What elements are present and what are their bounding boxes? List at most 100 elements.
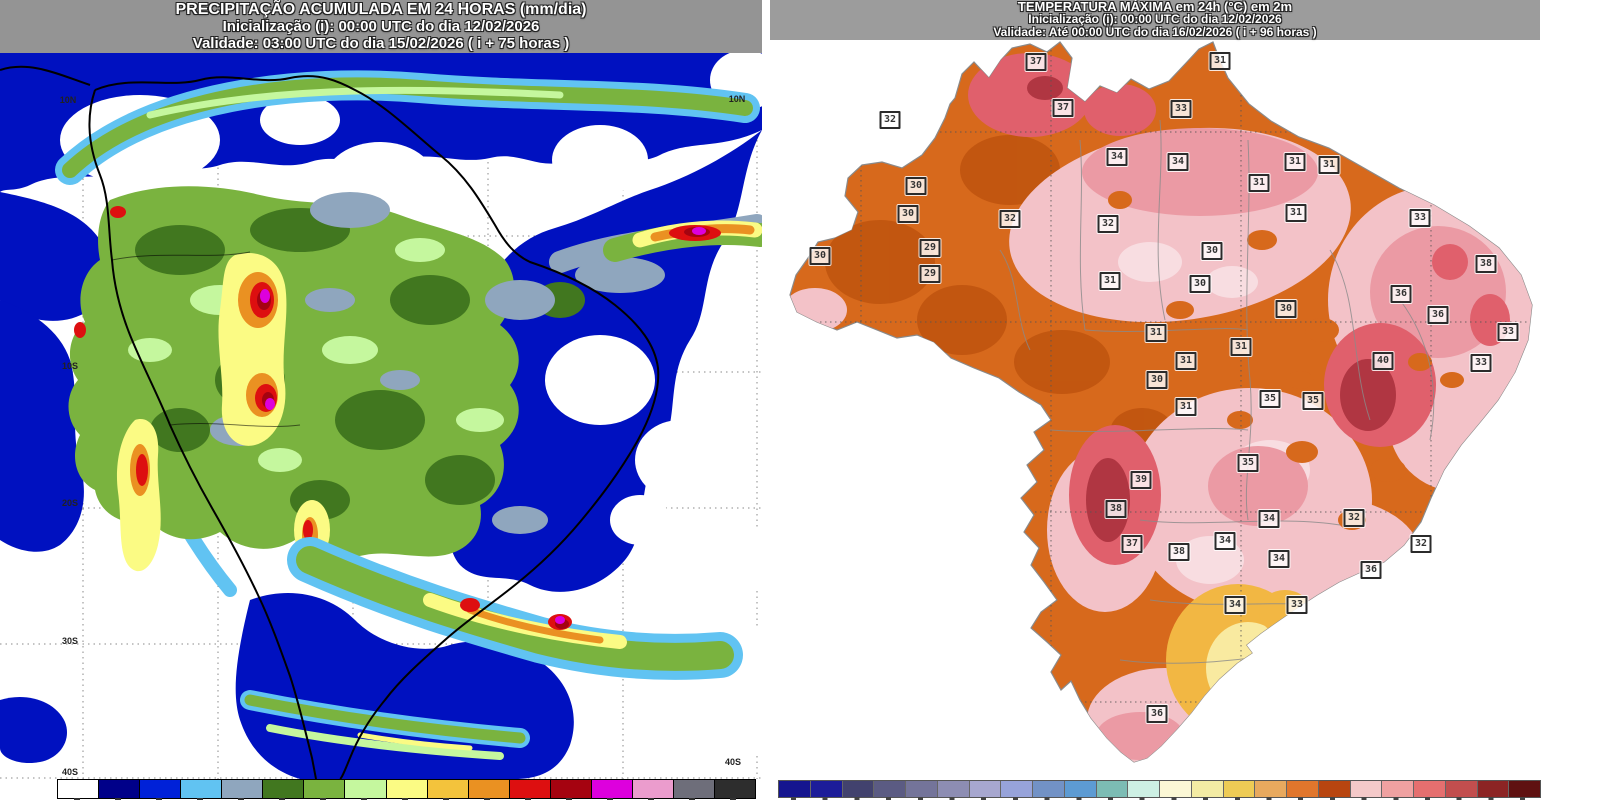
- precipitation-header: PRECIPITAÇÃO ACUMULADA EM 24 HORAS (mm/d…: [0, 0, 762, 53]
- station-value-label: 35: [1302, 392, 1324, 410]
- station-value-label: 30: [809, 247, 831, 265]
- station-value-label: 36: [1360, 561, 1382, 579]
- station-value-label: 35: [1237, 454, 1259, 472]
- temperature-title: TEMPERATURA MÁXIMA em 24h (°C) em 2m: [1017, 0, 1293, 14]
- station-value-label: 30: [1189, 275, 1211, 293]
- colorbar-cell: [842, 781, 875, 797]
- colorbar-cell: [1191, 781, 1224, 797]
- colorbar-cell: [427, 780, 469, 798]
- colorbar-cell: [1033, 781, 1065, 797]
- latitude-label: 40S: [61, 767, 79, 777]
- station-value-label: 35: [1259, 390, 1281, 408]
- colorbar-cell: [1445, 781, 1478, 797]
- colorbar-cell: [1350, 781, 1383, 797]
- station-value-label: 33: [1170, 100, 1192, 118]
- colorbar-cell: [1001, 781, 1033, 797]
- station-value-label: 33: [1409, 209, 1431, 227]
- station-value-label: 34: [1224, 596, 1246, 614]
- colorbar-cell: [1096, 781, 1129, 797]
- temperature-valid-line: Validade: Até 00:00 UTC do dia 16/02/202…: [993, 25, 1317, 39]
- temperature-colorbar-ticks: [778, 797, 1539, 800]
- precipitation-map-figure: [0, 50, 762, 780]
- station-value-label: 38: [1168, 543, 1190, 561]
- colorbar-cell: [1287, 781, 1319, 797]
- station-value-label: 31: [1285, 204, 1307, 222]
- colorbar-cell: [550, 780, 592, 798]
- colorbar-cell: [874, 781, 906, 797]
- station-value-label: 31: [1230, 338, 1252, 356]
- station-value-label: 31: [1318, 156, 1340, 174]
- station-value-label: 32: [879, 111, 901, 129]
- latitude-label: 20S: [61, 498, 79, 508]
- station-value-label: 32: [1410, 535, 1432, 553]
- precipitation-colorbar-ticks: [57, 798, 754, 800]
- precipitation-valid-line: Validade: 03:00 UTC do dia 15/02/2026 ( …: [192, 35, 570, 52]
- station-value-label: 37: [1052, 99, 1074, 117]
- colorbar-cell: [1064, 781, 1097, 797]
- colorbar-cell: [99, 780, 141, 798]
- colorbar-cell: [181, 780, 223, 798]
- precipitation-title: PRECIPITAÇÃO ACUMULADA EM 24 HORAS (mm/d…: [175, 1, 587, 18]
- station-value-label: 31: [1175, 352, 1197, 370]
- colorbar-cell: [1318, 781, 1351, 797]
- colorbar-cell: [810, 781, 843, 797]
- colorbar-cell: [1477, 781, 1510, 797]
- colorbar-cell: [509, 780, 551, 798]
- colorbar-cell: [591, 780, 633, 798]
- latitude-label: 10S: [61, 361, 79, 371]
- colorbar-cell: [1382, 781, 1414, 797]
- colorbar-cell: [969, 781, 1002, 797]
- colorbar-cell: [779, 781, 811, 797]
- colorbar-cell: [468, 780, 510, 798]
- station-value-label: 38: [1105, 500, 1127, 518]
- colorbar-cell: [673, 780, 715, 798]
- station-value-label: 29: [919, 265, 941, 283]
- precipitation-init-line: Inicialização (i): 00:00 UTC do dia 12/0…: [222, 18, 540, 35]
- station-value-label: 30: [1201, 242, 1223, 260]
- station-value-label: 37: [1121, 535, 1143, 553]
- colorbar-cell: [1255, 781, 1287, 797]
- precipitation-colorbar: [57, 779, 756, 799]
- colorbar-cell: [1160, 781, 1192, 797]
- station-value-label: 40: [1372, 352, 1394, 370]
- colorbar-cell: [222, 780, 264, 798]
- station-value-label: 30: [897, 205, 919, 223]
- colorbar-cell: [1509, 781, 1540, 797]
- temperature-colorbar: [778, 780, 1541, 798]
- colorbar-cell: [386, 780, 428, 798]
- colorbar-cell: [1223, 781, 1256, 797]
- station-value-label: 38: [1475, 255, 1497, 273]
- colorbar-cell: [263, 780, 305, 798]
- station-value-label: 31: [1284, 153, 1306, 171]
- station-value-label: 30: [1146, 371, 1168, 389]
- colorbar-cell: [632, 780, 674, 798]
- temperature-init-line: Inicialização (i): 00:00 UTC do dia 12/0…: [1028, 12, 1282, 26]
- precipitation-panel: PRECIPITAÇÃO ACUMULADA EM 24 HORAS (mm/d…: [0, 0, 762, 800]
- colorbar-cell: [715, 780, 756, 798]
- station-value-label: 34: [1106, 148, 1128, 166]
- station-value-label: 32: [1343, 509, 1365, 527]
- station-value-label: 34: [1214, 532, 1236, 550]
- station-value-label: 30: [905, 177, 927, 195]
- station-value-label: 34: [1268, 550, 1290, 568]
- station-value-label: 36: [1427, 306, 1449, 324]
- south-america-coastline: [0, 65, 660, 780]
- station-value-label: 31: [1248, 174, 1270, 192]
- station-value-label: 33: [1286, 596, 1308, 614]
- temperature-panel: TEMPERATURA MÁXIMA em 24h (°C) em 2m Ini…: [770, 0, 1541, 800]
- station-value-label: 29: [919, 239, 941, 257]
- colorbar-cell: [140, 780, 182, 798]
- latitude-label: 40S: [724, 757, 742, 767]
- latitude-label: 30S: [61, 636, 79, 646]
- station-value-label: 32: [999, 210, 1021, 228]
- colorbar-cell: [58, 780, 100, 798]
- station-value-label: 36: [1146, 705, 1168, 723]
- latitude-label: 10N: [59, 95, 77, 105]
- colorbar-cell: [304, 780, 346, 798]
- station-value-label: 39: [1130, 471, 1152, 489]
- latitude-label: 10N: [728, 94, 746, 104]
- colorbar-cell: [906, 781, 938, 797]
- station-value-label: 37: [1025, 53, 1047, 71]
- station-value-label: 31: [1145, 324, 1167, 342]
